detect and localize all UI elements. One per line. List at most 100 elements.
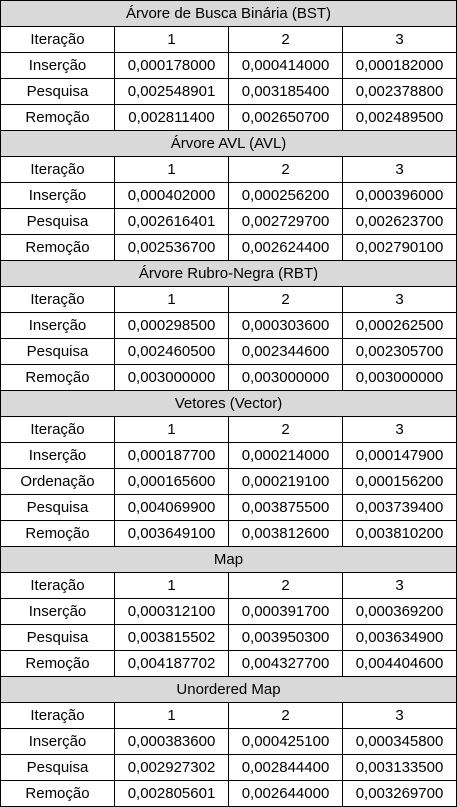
operation-label-cell: Inserção: [0, 312, 115, 339]
operation-label-cell: Remoção: [0, 780, 115, 807]
section-title-row: Map: [0, 546, 457, 573]
table-row: Pesquisa 0,002616401 0,002729700 0,00262370…: [0, 208, 457, 235]
iteration-number-cell: 3: [341, 416, 457, 443]
time-value-cell: 0,000214000: [228, 442, 343, 469]
operation-label-cell: Pesquisa: [0, 494, 115, 521]
section-title-row: Árvore AVL (AVL): [0, 130, 457, 157]
iteration-number-cell: 3: [341, 26, 457, 53]
time-value-cell: 0,000391700: [228, 598, 343, 625]
time-value-cell: 0,003875500: [228, 494, 343, 521]
iteration-number-cell: 3: [341, 572, 457, 599]
iteration-header-row: Iteração 1 2 3: [0, 26, 457, 53]
operation-label-cell: Remoção: [0, 234, 115, 261]
time-value-cell: 0,000256200: [228, 182, 343, 209]
time-value-cell: 0,002811400: [114, 104, 229, 131]
time-value-cell: 0,002616401: [114, 208, 229, 235]
time-value-cell: 0,004404600: [341, 650, 457, 677]
iteration-number-cell: 3: [341, 702, 457, 729]
operation-label-cell: Inserção: [0, 52, 115, 79]
time-value-cell: 0,000402000: [114, 182, 229, 209]
table-row: Pesquisa 0,003815502 0,003950300 0,00363490…: [0, 624, 457, 651]
time-value-cell: 0,003950300: [228, 624, 343, 651]
table-row: Inserção 0,000402000 0,000256200 0,00039600…: [0, 182, 457, 209]
time-value-cell: 0,004187702: [114, 650, 229, 677]
iteration-header-row: Iteração 1 2 3: [0, 286, 457, 313]
time-value-cell: 0,002344600: [228, 338, 343, 365]
operation-label-cell: Pesquisa: [0, 338, 115, 365]
header-label-cell: Iteração: [0, 572, 115, 599]
time-value-cell: 0,003269700: [341, 780, 457, 807]
time-value-cell: 0,004069900: [114, 494, 229, 521]
table-row: Ordenação 0,000165600 0,000219100 0,0001562…: [0, 468, 457, 495]
time-value-cell: 0,003649100: [114, 520, 229, 547]
time-value-cell: 0,003133500: [341, 754, 457, 781]
header-label-cell: Iteração: [0, 702, 115, 729]
section-title: Map: [0, 546, 457, 573]
table-row: Pesquisa 0,002460500 0,002344600 0,00230570…: [0, 338, 457, 365]
time-value-cell: 0,000312100: [114, 598, 229, 625]
time-value-cell: 0,002927302: [114, 754, 229, 781]
iteration-number-cell: 3: [341, 286, 457, 313]
operation-label-cell: Inserção: [0, 182, 115, 209]
table-row: Remoção 0,003649100 0,003812600 0,003810200: [0, 520, 457, 547]
time-value-cell: 0,003812600: [228, 520, 343, 547]
operation-label-cell: Inserção: [0, 442, 115, 469]
section-title: Vetores (Vector): [0, 390, 457, 417]
time-value-cell: 0,000147900: [341, 442, 457, 469]
time-value-cell: 0,003000000: [114, 364, 229, 391]
time-value-cell: 0,000187700: [114, 442, 229, 469]
iteration-number-cell: 1: [114, 156, 229, 183]
time-value-cell: 0,003739400: [341, 494, 457, 521]
iteration-number-cell: 1: [114, 26, 229, 53]
table-row: Remoção 0,004187702 0,004327700 0,004404600: [0, 650, 457, 677]
table-row: Inserção 0,000312100 0,000391700 0,00036920…: [0, 598, 457, 625]
time-value-cell: 0,000425100: [228, 728, 343, 755]
time-value-cell: 0,003000000: [341, 364, 457, 391]
time-value-cell: 0,002305700: [341, 338, 457, 365]
section-title-row: Vetores (Vector): [0, 390, 457, 417]
time-value-cell: 0,003185400: [228, 78, 343, 105]
table-row: Pesquisa 0,002927302 0,002844400 0,00313350…: [0, 754, 457, 781]
time-value-cell: 0,000298500: [114, 312, 229, 339]
table-row: Inserção 0,000298500 0,000303600 0,00026250…: [0, 312, 457, 339]
time-value-cell: 0,000156200: [341, 468, 457, 495]
section-title: Árvore Rubro-Negra (RBT): [0, 260, 457, 287]
time-value-cell: 0,002644000: [228, 780, 343, 807]
time-value-cell: 0,003810200: [341, 520, 457, 547]
table-row: Remoção 0,002811400 0,002650700 0,002489500: [0, 104, 457, 131]
operation-label-cell: Ordenação: [0, 468, 115, 495]
time-value-cell: 0,002378800: [341, 78, 457, 105]
section-title-row: Unordered Map: [0, 676, 457, 703]
iteration-number-cell: 1: [114, 286, 229, 313]
section-title-row: Árvore Rubro-Negra (RBT): [0, 260, 457, 287]
time-value-cell: 0,002624400: [228, 234, 343, 261]
operation-label-cell: Remoção: [0, 104, 115, 131]
time-value-cell: 0,002844400: [228, 754, 343, 781]
time-value-cell: 0,000219100: [228, 468, 343, 495]
operation-label-cell: Remoção: [0, 650, 115, 677]
time-value-cell: 0,000414000: [228, 52, 343, 79]
time-value-cell: 0,000383600: [114, 728, 229, 755]
time-value-cell: 0,003000000: [228, 364, 343, 391]
operation-label-cell: Inserção: [0, 598, 115, 625]
time-value-cell: 0,002729700: [228, 208, 343, 235]
header-label-cell: Iteração: [0, 416, 115, 443]
iteration-number-cell: 2: [228, 156, 343, 183]
operation-label-cell: Inserção: [0, 728, 115, 755]
iteration-number-cell: 2: [228, 702, 343, 729]
time-value-cell: 0,000178000: [114, 52, 229, 79]
section-title-row: Árvore de Busca Binária (BST): [0, 0, 457, 27]
iteration-number-cell: 2: [228, 416, 343, 443]
iteration-header-row: Iteração 1 2 3: [0, 416, 457, 443]
time-value-cell: 0,004327700: [228, 650, 343, 677]
time-value-cell: 0,000303600: [228, 312, 343, 339]
time-value-cell: 0,002790100: [341, 234, 457, 261]
operation-label-cell: Pesquisa: [0, 754, 115, 781]
time-value-cell: 0,003815502: [114, 624, 229, 651]
operation-label-cell: Remoção: [0, 364, 115, 391]
table-row: Remoção 0,002805601 0,002644000 0,003269700: [0, 780, 457, 807]
table-row: Pesquisa 0,004069900 0,003875500 0,00373940…: [0, 494, 457, 521]
section-title: Unordered Map: [0, 676, 457, 703]
